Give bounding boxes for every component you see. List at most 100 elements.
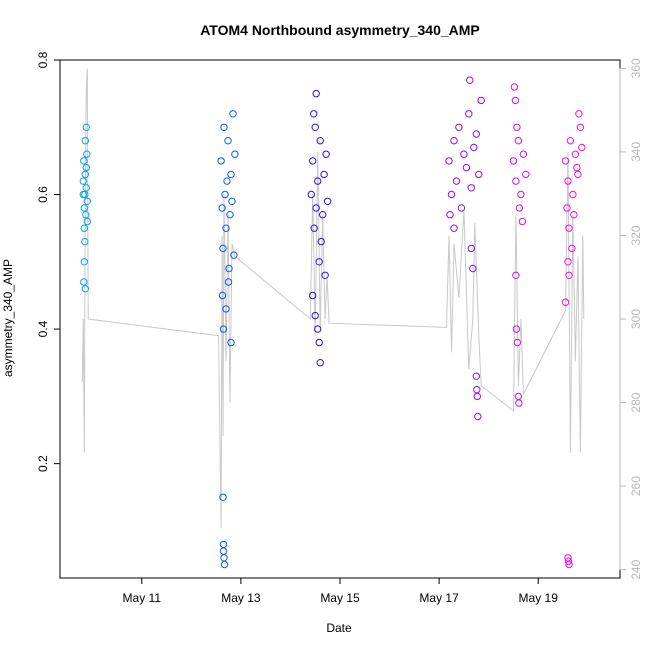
data-point [519,150,528,158]
data-point [563,204,571,212]
y2-tick-label: 240 [629,559,643,579]
data-point [564,258,572,266]
data-point [515,399,523,407]
data-point [311,123,319,132]
data-point [509,157,518,165]
data-point [217,157,225,165]
secondary-series-line [81,68,585,528]
data-point [309,157,317,165]
data-point [224,137,232,145]
data-point [565,224,573,232]
data-point [219,325,228,333]
data-point [315,338,323,347]
y-axis-label: asymmetry_340_AMP [1,259,15,377]
data-point [219,493,227,501]
data-point [564,177,572,185]
data-point [314,325,322,333]
data-point [218,291,227,300]
data-point [512,325,521,333]
data-point [79,177,88,185]
data-point [81,137,90,145]
secondary-line-layer [81,68,585,528]
data-point [222,305,230,313]
data-point [475,170,483,179]
data-point [514,392,523,401]
data-point [219,540,228,549]
data-point [477,96,485,105]
y2-tick-label: 260 [629,476,643,496]
data-point [317,237,325,246]
data-point [470,143,478,152]
data-point [564,557,573,565]
data-point [83,217,92,226]
data-point [221,190,229,199]
data-point [80,204,89,212]
data-point [574,170,582,179]
data-point [321,271,329,279]
plot-frame [59,59,621,579]
data-point [220,554,228,562]
data-point [568,244,576,253]
data-point [229,110,237,118]
data-point [83,150,91,158]
data-point [311,311,319,320]
x-tick-label: May 13 [221,591,261,605]
data-point [462,163,471,172]
data-point [455,123,463,132]
y2-tick-label: 300 [629,309,643,329]
data-point [472,372,480,380]
data-point [80,278,88,286]
data-point [473,385,481,394]
y-tick-label: 0.2 [36,455,50,472]
data-point [314,177,322,185]
y-tick-label: 0.4 [36,320,50,337]
data-point [82,123,91,132]
data-point [82,211,90,219]
data-point [322,150,330,158]
data-point [467,244,475,253]
data-point [223,177,231,185]
data-point [312,204,320,212]
data-point [227,170,235,179]
data-point [226,211,234,219]
data-point [510,83,519,91]
data-point [469,264,477,273]
data-point [514,137,523,145]
data-point [561,298,570,306]
data-point [473,392,481,401]
data-point [446,211,454,219]
data-point [450,224,458,232]
data-point [219,547,228,555]
data-point [512,271,520,279]
chart-title: ATOM4 Northbound asymmetry_340_AMP [200,22,480,38]
data-point [569,190,577,199]
data-point [565,271,573,279]
data-point [231,150,239,158]
y2-tick-label: 320 [629,225,643,245]
data-point [465,110,473,118]
data-point [83,197,92,206]
data-point [310,110,318,118]
x-tick-label: May 15 [320,591,360,605]
data-point [81,237,89,246]
data-point [570,211,578,219]
data-point [573,163,581,172]
data-point [320,170,328,179]
data-point [219,244,227,253]
data-point [316,359,324,367]
data-point [565,560,573,569]
data-point [460,150,468,158]
y2-tick-label: 280 [629,392,643,412]
data-point [315,258,323,266]
plot-area [59,59,621,579]
data-point [220,560,229,569]
data-point [575,110,583,118]
x-tick-label: May 11 [123,591,162,605]
data-point [576,123,585,132]
data-point [452,177,461,185]
data-point [472,130,480,138]
data-point [447,190,456,199]
y2-tick-label: 340 [629,142,643,162]
data-point [513,123,521,132]
